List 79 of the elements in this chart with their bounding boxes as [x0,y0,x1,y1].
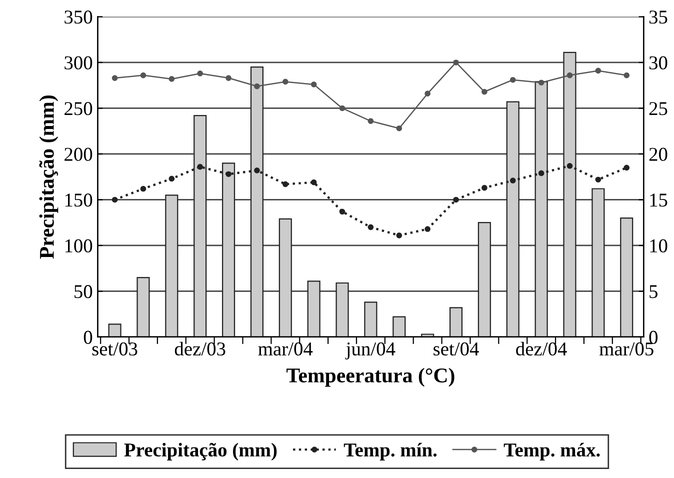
point [453,196,459,203]
point [368,118,374,124]
x-tick-label: jun/04 [345,342,396,360]
y2-tick-label: 35 [649,10,668,24]
point [595,68,602,74]
point [424,226,430,232]
point [310,179,317,186]
point [595,176,602,183]
point [339,105,346,112]
bar [620,217,634,337]
y2-tick-label: 20 [649,148,668,161]
point [538,170,544,176]
y-tick-label: 100 [65,239,92,252]
point [566,72,573,78]
x-tick-label: dez/04 [516,342,567,356]
bar [421,334,434,337]
point [510,76,516,83]
point [282,78,288,85]
point [197,164,204,170]
y-tick-label: 50 [74,285,92,298]
bar [478,222,491,337]
y2-tick-label: 25 [649,102,668,116]
x-tick-label: dez/03 [174,342,226,356]
bar [392,316,406,337]
point [624,72,630,78]
point [482,184,488,191]
point [254,168,260,174]
bar [449,307,463,337]
point [368,224,374,230]
point [566,162,573,169]
point [168,76,175,82]
bar [364,302,378,337]
x-tick-label: set/04 [434,342,479,356]
y-tick-label: 350 [64,10,92,24]
point [624,164,630,171]
bar [165,194,178,337]
legend-label: Precipitação (mm) [124,442,277,460]
point [482,88,488,95]
bar [136,276,150,337]
bar [278,218,292,337]
point [282,181,288,188]
point [112,75,118,81]
point [310,82,317,88]
point [424,90,430,97]
y2-tick-label: 5 [650,285,658,298]
x-tick-label: mar/05 [599,342,654,356]
point [140,186,146,192]
point [396,125,402,132]
point [453,60,459,66]
point [168,176,175,182]
x-tick-label: mar/04 [258,342,313,356]
bar [336,282,349,337]
y2-tick-label: 0 [649,330,658,344]
point [510,178,516,184]
bar [592,188,605,337]
point [396,232,402,238]
point [197,70,204,76]
y-tick-label: 250 [64,102,92,116]
y-tick-label: 200 [64,148,92,161]
x-axis-title: Tempeeratura (°C) [286,368,454,387]
y2-tick-label: 30 [649,56,668,70]
point [112,196,118,203]
bar [307,280,320,337]
legend-label: Temp. mín. [344,442,437,460]
legend-label: Temp. máx. [504,442,600,460]
point [140,72,146,78]
y-tick-label: 0 [84,330,92,344]
y-tick-label: 300 [64,56,92,70]
y2-tick-label: 15 [650,194,668,207]
x-tick-label: set/03 [92,342,138,356]
y-axis-title: Precipitação (mm) [39,96,58,259]
point [538,80,544,86]
point [226,75,232,81]
point [226,171,232,178]
point [254,83,260,90]
point [339,208,346,215]
bar [108,324,122,337]
y2-tick-label: 10 [650,239,668,252]
y-tick-label: 150 [65,194,92,207]
